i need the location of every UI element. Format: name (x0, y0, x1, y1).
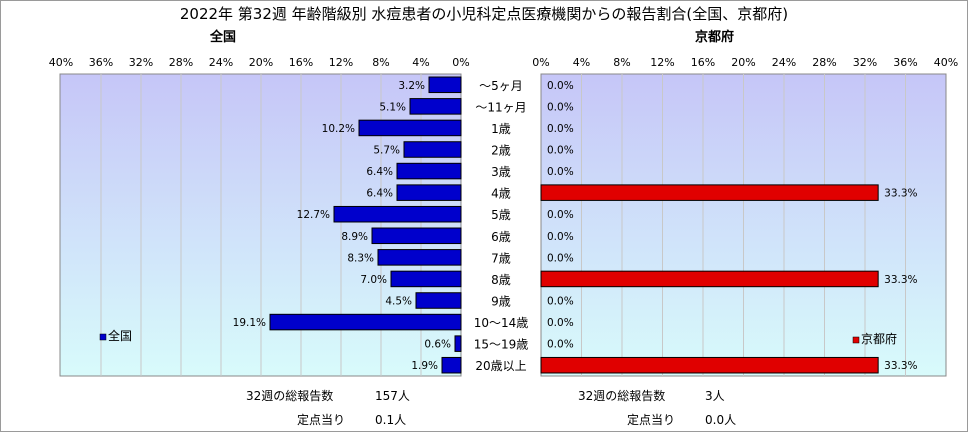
national-bar (428, 76, 462, 94)
category-label: 3歳 (491, 165, 511, 179)
national-tick-label: 16% (289, 56, 313, 69)
kyoto-tick-label: 4% (573, 56, 590, 69)
kyoto-tick-label: 8% (613, 56, 630, 69)
kyoto-value-label: 0.0% (547, 123, 574, 135)
national-tick-label: 0% (452, 56, 469, 69)
category-label: 4歳 (491, 187, 511, 201)
national-legend-swatch (99, 333, 107, 341)
kyoto-tick-label: 40% (934, 56, 958, 69)
national-bar (333, 205, 462, 223)
national-value-label: 5.1% (379, 101, 406, 113)
kyoto-tick-label: 20% (731, 56, 755, 69)
kyoto-value-label: 0.0% (547, 209, 574, 221)
kyoto-tick-label: 12% (650, 56, 674, 69)
right-panel-title: 京都府 (695, 30, 735, 45)
kyoto-value-label: 0.0% (547, 101, 574, 113)
national-bar (396, 184, 462, 201)
national-tick-label: 28% (169, 56, 193, 69)
kyoto-total-value: 3人 (705, 389, 725, 403)
national-value-label: 6.4% (366, 166, 393, 178)
national-total-value: 157人 (375, 389, 410, 403)
kyoto-value-label: 0.0% (547, 166, 574, 178)
national-bar (403, 141, 462, 158)
kyoto-tick-label: 0% (532, 56, 549, 69)
national-value-label: 12.7% (297, 209, 330, 221)
category-label: 15～19歳 (474, 338, 529, 352)
kyoto-value-label: 0.0% (547, 339, 574, 351)
kyoto-tick-label: 36% (893, 56, 917, 69)
kyoto-bar (540, 184, 879, 201)
national-bar (396, 162, 462, 180)
national-value-label: 7.0% (360, 274, 387, 286)
national-tick-label: 12% (329, 56, 353, 69)
kyoto-value-label: 0.0% (547, 252, 574, 264)
national-bar (454, 335, 462, 352)
category-label: 10～14歳 (474, 316, 529, 330)
national-bar (441, 356, 462, 374)
national-bar (371, 227, 462, 245)
category-label: 6歳 (491, 230, 511, 244)
national-legend-label: 全国 (108, 328, 132, 343)
category-label: 2歳 (491, 144, 511, 158)
kyoto-per-site-value: 0.0人 (705, 413, 737, 427)
national-value-label: 4.5% (385, 296, 412, 308)
kyoto-per-site-label: 定点当り (627, 413, 676, 427)
category-label: ～11ヶ月 (475, 100, 526, 114)
national-value-label: 19.1% (233, 317, 266, 329)
national-value-label: 10.2% (322, 123, 355, 135)
national-value-label: 0.6% (424, 339, 451, 351)
national-tick-label: 4% (412, 56, 429, 69)
kyoto-bar (540, 270, 879, 288)
national-tick-label: 32% (129, 56, 153, 69)
kyoto-value-label: 0.0% (547, 296, 574, 308)
national-tick-label: 40% (49, 56, 73, 69)
national-bar (269, 313, 462, 331)
kyoto-value-label: 0.0% (547, 145, 574, 157)
national-value-label: 8.9% (341, 231, 368, 243)
left-panel-title: 全国 (210, 30, 237, 45)
chart-title: 2022年 第32週 年齢階級別 水痘患者の小児科定点医療機関からの報告割合(全… (179, 5, 789, 23)
kyoto-tick-label: 32% (853, 56, 877, 69)
kyoto-tick-label: 28% (812, 56, 836, 69)
kyoto-value-label: 0.0% (547, 80, 574, 92)
national-tick-label: 36% (89, 56, 113, 69)
national-per-site-value: 0.1人 (375, 413, 407, 427)
category-label: 20歳以上 (475, 359, 526, 373)
kyoto-tick-label: 16% (691, 56, 715, 69)
category-label: 8歳 (491, 273, 511, 287)
kyoto-tick-label: 24% (772, 56, 796, 69)
kyoto-value-label: 33.3% (884, 360, 917, 372)
kyoto-legend-swatch (852, 336, 860, 344)
kyoto-legend-label: 京都府 (861, 331, 897, 346)
kyoto-value-label: 33.3% (884, 274, 917, 286)
category-label: 7歳 (491, 251, 511, 265)
category-label: ～5ヶ月 (479, 79, 523, 93)
national-bar (358, 119, 462, 137)
category-label: 9歳 (491, 295, 511, 309)
kyoto-value-label: 33.3% (884, 188, 917, 200)
national-value-label: 5.7% (373, 145, 400, 157)
national-value-label: 6.4% (366, 188, 393, 200)
national-bar (377, 249, 462, 266)
national-bar (409, 98, 462, 115)
national-value-label: 3.2% (398, 80, 425, 92)
national-bar (415, 292, 462, 309)
national-tick-label: 24% (209, 56, 233, 69)
category-label: 5歳 (491, 208, 511, 222)
national-bar (390, 270, 462, 288)
national-tick-label: 8% (372, 56, 389, 69)
kyoto-value-label: 0.0% (547, 231, 574, 243)
national-value-label: 8.3% (347, 252, 374, 264)
kyoto-value-label: 0.0% (547, 317, 574, 329)
national-total-label: 32週の総報告数 (246, 389, 334, 403)
kyoto-total-label: 32週の総報告数 (578, 389, 666, 403)
national-tick-label: 20% (249, 56, 273, 69)
national-value-label: 1.9% (411, 360, 438, 372)
kyoto-bar (540, 356, 879, 374)
category-label: 1歳 (491, 122, 511, 136)
national-per-site-label: 定点当り (297, 413, 346, 427)
